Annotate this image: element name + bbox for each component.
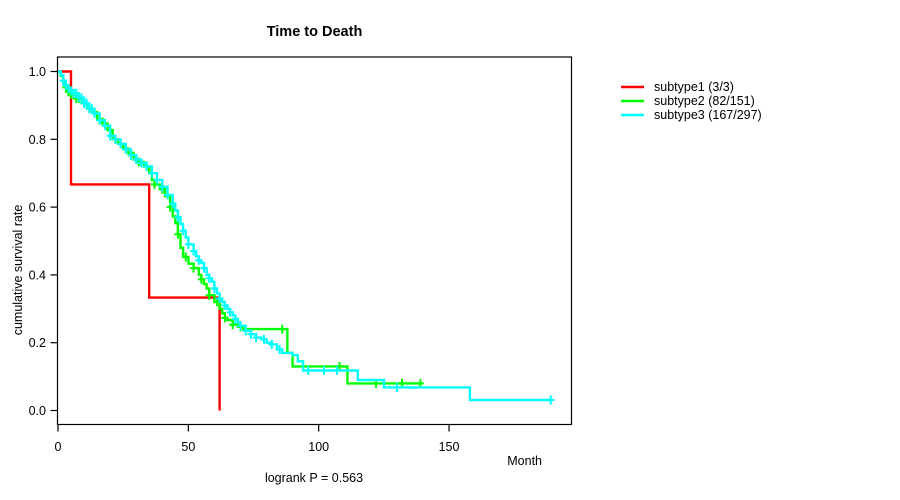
y-axis-tick-label: 0.8 [29, 133, 46, 147]
legend-label-subtype1: subtype1 (3/3) [654, 80, 734, 94]
axes: 0 50 100 150 0.0 0.2 0.4 0.6 0.8 1.0 [29, 65, 460, 454]
y-axis-tick-label: 0.0 [29, 404, 46, 418]
legend-label-subtype3: subtype3 (167/297) [654, 108, 762, 122]
survival-curve-2 [58, 70, 421, 385]
plot-box [56, 56, 573, 426]
survival-curves [58, 70, 555, 411]
y-axis-tick-label: 1.0 [29, 65, 46, 79]
legend-label-subtype2: subtype2 (82/151) [654, 94, 755, 108]
survival-curve-3 [58, 70, 551, 402]
chart-title: Time to Death [267, 24, 363, 40]
x-axis-unit-label: Month [507, 454, 542, 468]
y-axis-tick-label: 0.4 [29, 268, 46, 282]
survival-curve-1 [58, 70, 221, 411]
y-axis-tick-label: 0.6 [29, 201, 46, 215]
legend: subtype1 (3/3) subtype2 (82/151) subtype… [621, 80, 762, 122]
x-axis-tick-label: 0 [55, 440, 62, 454]
y-axis-title: cumulative survival rate [11, 205, 25, 336]
logrank-annotation: logrank P = 0.563 [265, 471, 363, 485]
x-axis-tick-label: 150 [439, 440, 460, 454]
y-axis-tick-label: 0.2 [29, 336, 46, 350]
x-axis-tick-label: 100 [308, 440, 329, 454]
x-axis-tick-label: 50 [181, 440, 195, 454]
